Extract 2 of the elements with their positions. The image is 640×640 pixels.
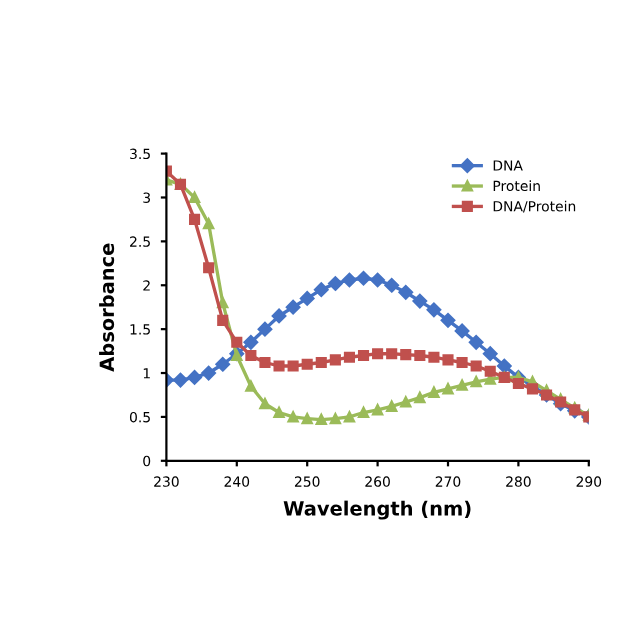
y-axis-title: Absorbance — [99, 243, 115, 372]
x-axis-title: Wavelength (nm) — [283, 500, 471, 520]
